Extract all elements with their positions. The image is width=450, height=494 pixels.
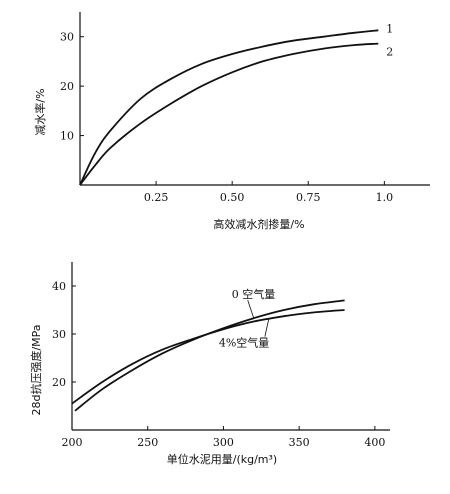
- y-tick-label: 40: [52, 280, 66, 293]
- x-tick-label: 0.50: [220, 191, 245, 204]
- y-tick-label: 10: [60, 130, 74, 143]
- series-label: 1: [386, 22, 393, 35]
- x-axis-title: 高效减水剂掺量/%: [213, 217, 304, 231]
- x-tick-label: 1.0: [376, 191, 394, 204]
- x-tick-label: 0.75: [296, 191, 321, 204]
- y-tick-label: 20: [60, 80, 74, 93]
- series-label: 4%空气量: [219, 336, 269, 350]
- x-tick-label: 350: [289, 436, 310, 449]
- series-leader-line: [264, 318, 270, 337]
- series-line: [71, 309, 345, 405]
- x-tick-label: 250: [137, 436, 158, 449]
- x-axis-title: 单位水泥用量/(kg/m³): [167, 452, 277, 466]
- tick-group: 200 250 300 350 400 20 30 40: [52, 280, 385, 449]
- series-label: 0 空气量: [232, 287, 276, 301]
- x-tick-label: 200: [62, 436, 83, 449]
- series-line: [79, 29, 379, 186]
- curve-group: 12: [79, 22, 393, 186]
- curve-group: 0 空气量 4%空气量: [71, 287, 345, 412]
- y-tick-label: 30: [60, 31, 74, 44]
- x-tick-label: 0.25: [144, 191, 169, 204]
- chart-compressive-strength: 200 250 300 350 400 20 30 40 0 空气量 4%空气量 28d抗压强度…: [29, 262, 390, 466]
- series-line: [74, 299, 345, 412]
- y-tick-label: 20: [52, 376, 66, 389]
- x-tick-label: 300: [213, 436, 234, 449]
- series-label: 2: [386, 46, 393, 59]
- y-axis-title: 28d抗压强度/MPa: [29, 324, 43, 415]
- y-tick-label: 30: [52, 328, 66, 341]
- series-line: [79, 42, 379, 186]
- tick-group: 0.25 0.50 0.75 1.0 10 20 30: [60, 31, 393, 204]
- x-tick-label: 400: [364, 436, 385, 449]
- series-leader-line: [247, 300, 255, 319]
- y-axis-title: 减水率/%: [33, 88, 47, 135]
